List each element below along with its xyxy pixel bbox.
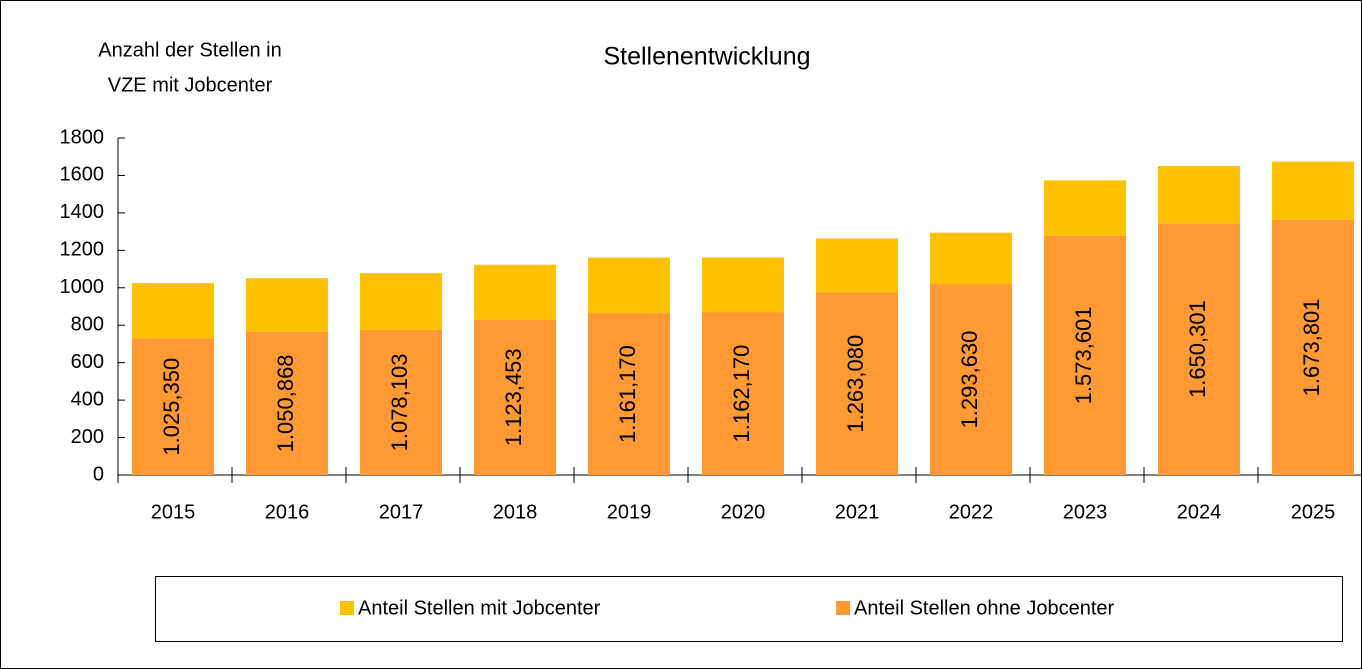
x-tick-label: 2025	[1291, 501, 1336, 523]
data-label: 1.161,170	[615, 345, 640, 443]
legend-label: Anteil Stellen ohne Jobcenter	[854, 597, 1115, 619]
x-tick-label: 2020	[721, 501, 766, 523]
x-tick-label: 2023	[1063, 501, 1108, 523]
y-axis-label: VZE mit Jobcenter	[108, 74, 273, 96]
data-label: 1.263,080	[843, 335, 868, 433]
data-label: 1.573,601	[1071, 306, 1096, 404]
y-tick-label: 800	[71, 314, 104, 336]
x-tick-label: 2021	[835, 501, 880, 523]
data-label: 1.050,868	[273, 354, 298, 452]
bar-segment	[1272, 219, 1354, 475]
y-tick-label: 1400	[60, 201, 105, 223]
bar-segment	[1158, 223, 1240, 475]
bar-segment	[246, 278, 328, 332]
data-label: 1.650,301	[1185, 300, 1210, 398]
y-tick-label: 1800	[60, 126, 105, 148]
x-tick-label: 2019	[607, 501, 652, 523]
y-tick-label: 0	[93, 463, 104, 485]
bar-segment	[930, 284, 1012, 475]
data-label: 1.078,103	[387, 354, 412, 452]
legend-label: Anteil Stellen mit Jobcenter	[358, 597, 601, 619]
y-tick-label: 1000	[60, 276, 105, 298]
bar-segment	[702, 312, 784, 475]
bar-segment	[588, 313, 670, 475]
bar-segment	[360, 329, 442, 475]
bar-segment	[132, 338, 214, 475]
y-tick-label: 400	[71, 388, 104, 410]
bar-segment	[588, 257, 670, 314]
legend-swatch	[340, 601, 354, 615]
bar-segment	[816, 292, 898, 475]
data-label: 1.025,350	[159, 358, 184, 456]
legend-box	[155, 576, 1343, 642]
y-axis-label: Anzahl der Stellen in	[98, 39, 281, 61]
chart-title: Stellenentwicklung	[603, 43, 810, 71]
bar-segment	[1044, 180, 1126, 236]
bar-segment	[360, 273, 442, 330]
y-tick-label: 600	[71, 351, 104, 373]
y-tick-label: 200	[71, 426, 104, 448]
bar-segment	[474, 264, 556, 320]
x-tick-label: 2017	[379, 501, 424, 523]
bar-segment	[246, 331, 328, 475]
x-tick-label: 2024	[1177, 501, 1222, 523]
bar-segment	[816, 238, 898, 293]
data-label: 1.123,453	[501, 348, 526, 446]
x-tick-label: 2022	[949, 501, 994, 523]
bar-segment	[1272, 161, 1354, 220]
y-tick-label: 1600	[60, 164, 105, 186]
y-tick-label: 1200	[60, 239, 105, 261]
data-label: 1.673,801	[1299, 298, 1324, 396]
x-tick-label: 2016	[265, 501, 310, 523]
bar-segment	[1158, 166, 1240, 224]
bar-segment	[132, 283, 214, 339]
data-label: 1.162,170	[729, 345, 754, 443]
data-label: 1.293,630	[957, 331, 982, 429]
x-tick-label: 2018	[493, 501, 538, 523]
bar-segment	[702, 257, 784, 313]
x-tick-label: 2015	[151, 501, 196, 523]
bar-segment	[1044, 235, 1126, 475]
bar-segment	[930, 232, 1012, 285]
legend-swatch	[836, 601, 850, 615]
bar-segment	[474, 319, 556, 475]
